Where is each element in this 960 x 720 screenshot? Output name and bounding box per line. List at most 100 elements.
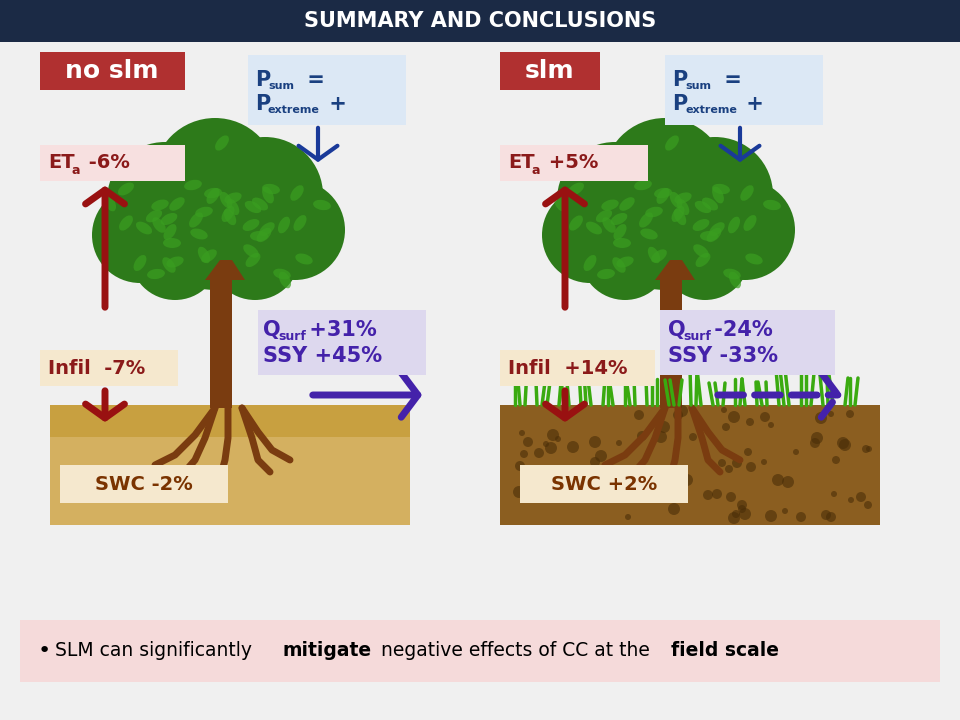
Circle shape	[589, 482, 597, 490]
FancyBboxPatch shape	[500, 52, 600, 90]
Polygon shape	[655, 260, 695, 280]
Text: SWC -2%: SWC -2%	[95, 474, 193, 493]
Circle shape	[543, 441, 549, 447]
Circle shape	[862, 445, 870, 453]
Text: surf: surf	[683, 330, 710, 343]
Circle shape	[765, 510, 777, 522]
Circle shape	[782, 508, 788, 514]
Circle shape	[821, 510, 831, 520]
Text: Q: Q	[263, 320, 280, 340]
Ellipse shape	[133, 255, 147, 271]
Circle shape	[515, 461, 525, 471]
Circle shape	[728, 512, 740, 524]
Ellipse shape	[657, 188, 669, 204]
Text: a: a	[72, 163, 81, 176]
Circle shape	[689, 433, 697, 441]
Circle shape	[810, 438, 820, 448]
Circle shape	[145, 150, 285, 290]
Circle shape	[655, 431, 667, 443]
Ellipse shape	[166, 256, 183, 268]
Text: -6%: -6%	[82, 153, 130, 173]
Ellipse shape	[596, 210, 612, 222]
Ellipse shape	[168, 167, 184, 181]
Ellipse shape	[613, 224, 627, 240]
Ellipse shape	[119, 215, 132, 230]
Ellipse shape	[712, 184, 730, 194]
Ellipse shape	[160, 213, 178, 225]
FancyBboxPatch shape	[50, 423, 410, 431]
Circle shape	[550, 466, 562, 478]
Circle shape	[641, 474, 649, 482]
Circle shape	[557, 142, 673, 258]
Circle shape	[245, 180, 345, 280]
Ellipse shape	[262, 184, 280, 194]
Circle shape	[676, 405, 688, 417]
Ellipse shape	[104, 194, 116, 212]
Ellipse shape	[163, 238, 181, 248]
Circle shape	[681, 474, 693, 486]
Ellipse shape	[279, 271, 291, 288]
Circle shape	[589, 436, 601, 448]
Text: field scale: field scale	[671, 642, 779, 660]
Circle shape	[768, 422, 774, 428]
Circle shape	[744, 448, 752, 456]
Circle shape	[546, 489, 554, 497]
Ellipse shape	[597, 269, 615, 279]
Circle shape	[811, 432, 823, 444]
Ellipse shape	[554, 194, 566, 212]
Text: slm: slm	[525, 59, 575, 83]
Ellipse shape	[152, 199, 169, 210]
Circle shape	[523, 437, 533, 447]
Ellipse shape	[613, 238, 631, 248]
Ellipse shape	[259, 222, 275, 235]
Circle shape	[839, 439, 851, 451]
Ellipse shape	[147, 269, 165, 279]
Ellipse shape	[204, 188, 222, 198]
Circle shape	[728, 411, 740, 423]
Ellipse shape	[702, 197, 718, 210]
Text: a: a	[532, 163, 540, 176]
Ellipse shape	[225, 192, 242, 204]
Ellipse shape	[184, 180, 202, 190]
Text: •: •	[38, 641, 51, 661]
Circle shape	[616, 440, 622, 446]
Text: =: =	[300, 70, 324, 90]
Circle shape	[856, 492, 866, 502]
Ellipse shape	[222, 206, 234, 222]
Ellipse shape	[296, 253, 313, 264]
Circle shape	[737, 500, 747, 510]
FancyBboxPatch shape	[60, 465, 228, 503]
Ellipse shape	[619, 197, 635, 211]
Ellipse shape	[674, 209, 686, 225]
Circle shape	[595, 150, 735, 290]
Ellipse shape	[707, 228, 721, 242]
Circle shape	[726, 492, 736, 502]
Ellipse shape	[602, 217, 615, 233]
Ellipse shape	[215, 135, 228, 150]
Ellipse shape	[243, 219, 259, 231]
Ellipse shape	[274, 269, 291, 279]
Ellipse shape	[763, 200, 780, 210]
Ellipse shape	[740, 185, 754, 201]
FancyBboxPatch shape	[500, 145, 648, 181]
FancyBboxPatch shape	[20, 620, 940, 682]
Ellipse shape	[728, 217, 740, 233]
Circle shape	[746, 418, 754, 426]
Text: Infil  -7%: Infil -7%	[48, 359, 145, 377]
Ellipse shape	[190, 228, 207, 240]
Circle shape	[609, 485, 617, 493]
Circle shape	[746, 462, 756, 472]
FancyBboxPatch shape	[500, 405, 880, 525]
Ellipse shape	[146, 210, 162, 222]
Text: P: P	[672, 70, 687, 90]
Circle shape	[107, 142, 223, 258]
Ellipse shape	[224, 209, 236, 225]
FancyBboxPatch shape	[665, 55, 823, 125]
Circle shape	[567, 441, 579, 453]
Ellipse shape	[692, 219, 709, 231]
Circle shape	[738, 505, 746, 513]
Ellipse shape	[246, 253, 260, 267]
FancyBboxPatch shape	[50, 405, 410, 413]
Text: P: P	[255, 70, 271, 90]
Text: sum: sum	[685, 81, 711, 91]
